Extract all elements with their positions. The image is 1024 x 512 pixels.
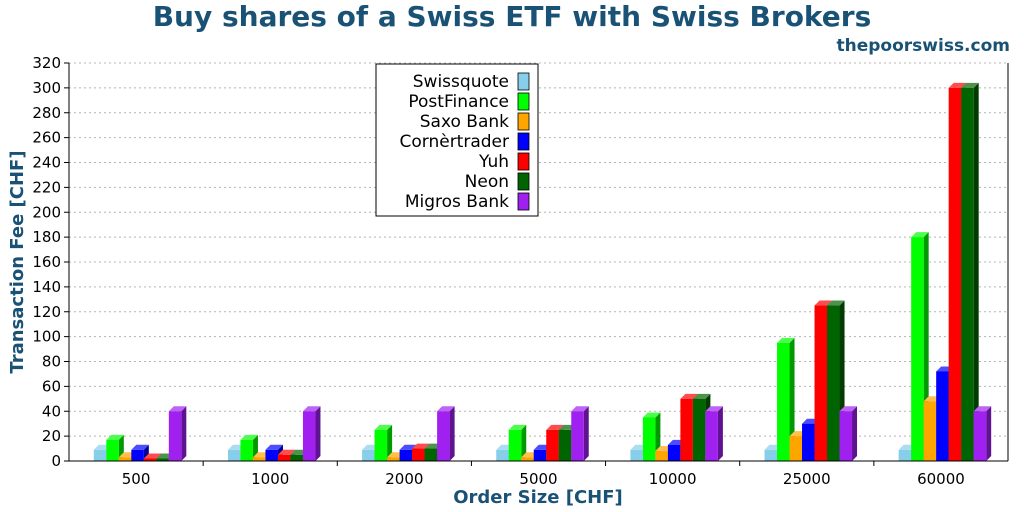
bar — [240, 434, 258, 461]
legend-swatch — [517, 132, 530, 151]
y-tick-label: 80 — [42, 353, 61, 371]
bar — [961, 82, 979, 461]
bar — [508, 424, 527, 461]
bar — [839, 406, 858, 461]
legend-label: Swissquote — [413, 72, 509, 92]
y-tick-label: 0 — [51, 452, 61, 470]
y-tick-label: 100 — [32, 328, 61, 346]
y-tick-label: 240 — [32, 154, 61, 172]
bar — [571, 406, 589, 461]
axes — [64, 62, 1009, 466]
y-tick-label: 120 — [32, 303, 61, 321]
y-tick-label: 60 — [42, 377, 61, 395]
legend-label: Saxo Bank — [420, 112, 509, 132]
x-tick-label: 1000 — [251, 470, 289, 488]
x-tick-label: 60000 — [917, 470, 965, 488]
y-tick-label: 40 — [42, 402, 61, 420]
x-tick-label: 10000 — [649, 470, 697, 488]
legend-label: Migros Bank — [405, 192, 509, 212]
y-tick-label: 20 — [42, 427, 61, 445]
bar — [437, 406, 455, 461]
chart-title: Buy shares of a Swiss ETF with Swiss Bro… — [152, 0, 872, 33]
legend-label: Cornèrtrader — [400, 132, 510, 152]
legend-label: PostFinance — [408, 92, 509, 112]
x-tick-label: 2000 — [385, 470, 423, 488]
legend-swatch — [517, 112, 530, 131]
grid-lines — [69, 62, 1008, 437]
legend-swatch — [517, 72, 530, 91]
x-axis-title: Order Size [CHF] — [453, 487, 623, 508]
bar — [374, 424, 393, 461]
legend-swatch — [517, 92, 530, 111]
legend-box — [375, 63, 539, 217]
bar — [302, 406, 321, 461]
y-tick-label: 300 — [32, 79, 61, 97]
x-tick-label: 5000 — [519, 470, 557, 488]
legend-label: Yuh — [478, 152, 509, 172]
y-axis-title: Transaction Fee [CHF] — [7, 150, 28, 373]
legend-swatch — [517, 152, 530, 171]
legend-label: Neon — [465, 172, 509, 192]
bar — [168, 406, 187, 461]
y-tick-label: 200 — [32, 203, 61, 221]
source-label: thepoorswiss.com — [836, 36, 1011, 56]
bar — [777, 337, 795, 461]
y-tick-label: 180 — [32, 228, 61, 246]
y-tick-label: 260 — [32, 129, 61, 147]
x-tick-label: 500 — [122, 470, 151, 488]
legend-swatch — [517, 192, 530, 211]
y-tick-label: 280 — [32, 104, 61, 122]
bar — [106, 434, 124, 461]
y-tick-label: 220 — [32, 178, 61, 196]
bar — [973, 406, 992, 461]
y-tick-label: 160 — [32, 253, 61, 271]
bars — [93, 82, 992, 461]
y-tick-label: 140 — [32, 278, 61, 296]
y-tick-labels: 0 20 40 60 80 100 120 140 160 180 200 220 240 260 280 3… — [32, 54, 61, 470]
bar — [705, 406, 723, 461]
y-tick-label: 320 — [32, 54, 61, 72]
legend-swatch — [517, 172, 530, 191]
x-tick-labels: 500 1000 2000 5000 10000 25000 60000 — [122, 470, 965, 488]
x-tick-label: 25000 — [783, 470, 831, 488]
